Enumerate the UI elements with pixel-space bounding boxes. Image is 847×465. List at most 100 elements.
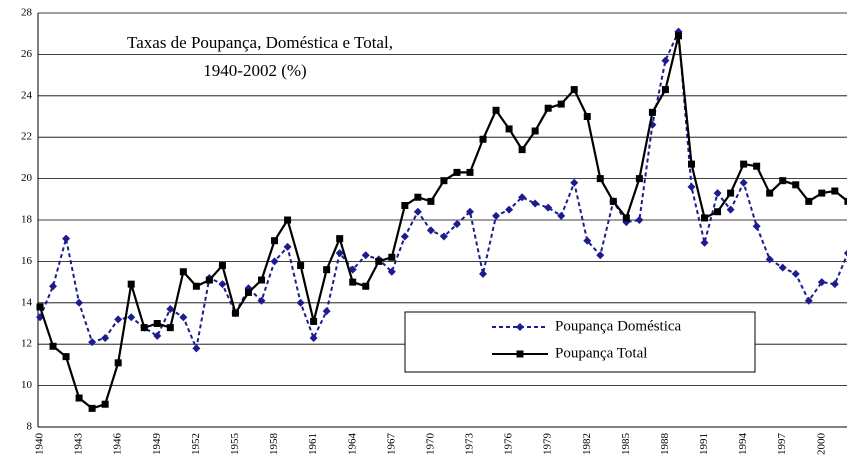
y-tick-label: 10	[21, 379, 33, 391]
point	[62, 353, 70, 361]
point	[179, 313, 188, 322]
x-tick-label: 1940	[34, 433, 46, 456]
point	[140, 324, 148, 332]
point	[153, 320, 161, 327]
point	[101, 400, 109, 408]
point	[349, 278, 357, 286]
point	[804, 296, 813, 305]
point	[49, 282, 58, 291]
point	[75, 394, 83, 402]
point	[479, 135, 487, 143]
point	[831, 187, 839, 195]
x-tick-label: 1994	[737, 433, 749, 456]
point	[166, 324, 174, 332]
x-tick-label: 1952	[190, 433, 202, 455]
point	[244, 288, 252, 296]
legend-label: Poupança Total	[555, 345, 647, 361]
point	[570, 86, 578, 94]
point	[322, 307, 331, 316]
point	[114, 315, 123, 324]
point	[218, 280, 227, 289]
x-tick-label: 1982	[581, 433, 593, 455]
point	[218, 262, 226, 270]
point	[648, 108, 656, 116]
point	[740, 160, 748, 168]
point	[49, 342, 57, 350]
point	[726, 205, 735, 214]
point	[297, 262, 305, 270]
x-tick-label: 1967	[385, 433, 397, 456]
point	[427, 197, 435, 205]
point	[701, 214, 709, 222]
y-tick-label: 14	[21, 296, 33, 308]
point	[570, 178, 579, 187]
point	[739, 178, 748, 187]
point	[296, 298, 305, 307]
point	[492, 211, 501, 220]
point	[752, 222, 761, 231]
point	[674, 32, 682, 40]
point	[817, 278, 826, 287]
point	[153, 331, 162, 340]
point	[714, 208, 722, 216]
x-tick-label: 1970	[424, 433, 436, 456]
point	[830, 280, 839, 289]
point	[413, 207, 422, 216]
point	[426, 226, 435, 235]
point	[101, 333, 110, 342]
x-tick-label: 1991	[698, 433, 710, 455]
point	[544, 203, 553, 212]
point	[727, 189, 735, 197]
point	[516, 350, 524, 358]
x-tick-label: 1973	[464, 433, 476, 456]
point	[557, 100, 565, 108]
point	[387, 267, 396, 276]
x-tick-label: 1958	[268, 433, 280, 456]
point	[114, 359, 122, 367]
point	[518, 193, 527, 202]
series-line	[39, 27, 847, 352]
point	[62, 234, 71, 243]
x-tick-label: 1988	[659, 433, 671, 456]
x-tick-label: 1961	[307, 433, 319, 455]
point	[805, 197, 813, 205]
y-tick-label: 28	[21, 7, 33, 19]
point	[231, 309, 239, 317]
point	[400, 232, 409, 241]
point	[583, 113, 591, 120]
point	[271, 237, 279, 245]
x-tick-label: 1976	[503, 433, 515, 456]
point	[205, 276, 213, 284]
y-tick-label: 18	[21, 214, 33, 226]
point	[362, 282, 370, 290]
point	[609, 197, 617, 205]
point	[257, 296, 266, 305]
point	[596, 175, 604, 183]
point	[479, 269, 488, 278]
point	[531, 199, 540, 208]
point	[516, 323, 524, 331]
point	[401, 202, 409, 210]
point	[791, 269, 800, 278]
x-tick-label: 1943	[73, 433, 85, 456]
point	[465, 207, 474, 216]
point	[687, 182, 696, 191]
point	[661, 86, 669, 94]
point	[452, 220, 461, 229]
point	[127, 313, 136, 322]
point	[674, 27, 683, 36]
point	[557, 211, 566, 220]
point	[179, 268, 187, 276]
point	[388, 253, 396, 261]
point	[270, 257, 279, 266]
chart-title: 1940-2002 (%)	[203, 61, 306, 80]
legend-box	[404, 311, 756, 373]
x-tick-label: 1979	[542, 433, 554, 456]
x-tick-label: 1997	[776, 433, 788, 456]
point	[635, 216, 644, 224]
point	[284, 216, 292, 224]
point	[258, 276, 266, 284]
point	[88, 338, 97, 347]
